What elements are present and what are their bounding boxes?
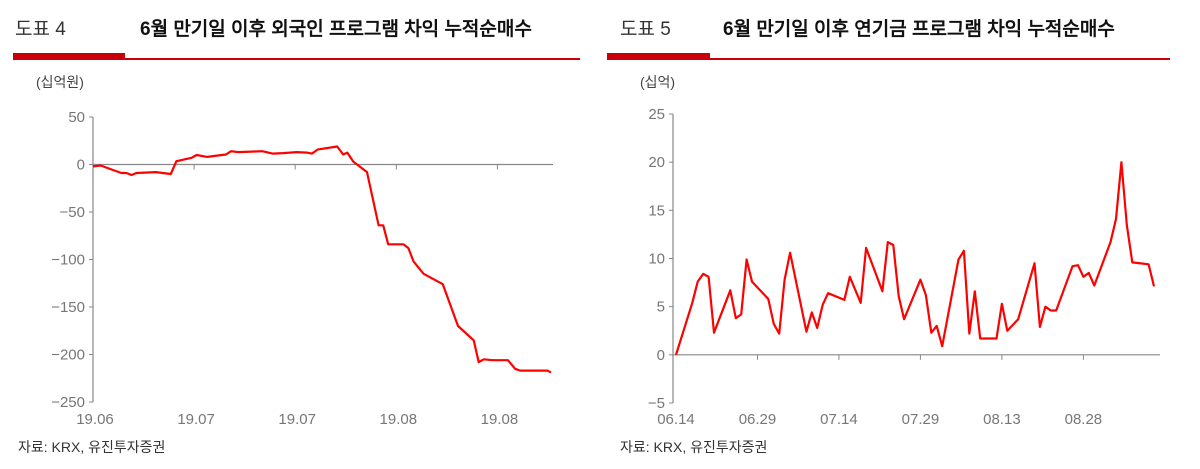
y-tick-label: −5	[648, 395, 665, 412]
figure-5-panel: 도표 5 6월 만기일 이후 연기금 프로그램 차익 누적순매수 (십억) 25…	[600, 0, 1200, 469]
x-tick-label: 08.13	[983, 411, 1021, 428]
title-accent-bar	[607, 53, 710, 60]
source-note: 자료: KRX, 유진투자증권	[18, 439, 166, 455]
y-tick-label: 20	[648, 154, 665, 171]
y-tick-label: −50	[60, 204, 85, 221]
series-line	[674, 161, 1156, 356]
y-tick-label: −150	[51, 299, 85, 316]
figure-title: 6월 만기일 이후 연기금 프로그램 차익 누적순매수	[723, 19, 1115, 40]
y-tick-label: −250	[51, 394, 85, 411]
figure-number: 도표 4	[15, 19, 66, 40]
y-tick-label: 0	[657, 347, 665, 364]
x-tick-label: 19.06	[76, 411, 114, 428]
x-tick-label: 19.07	[177, 411, 215, 428]
title-divider	[125, 58, 580, 60]
x-tick-label: 07.14	[820, 411, 858, 428]
x-tick-label: 08.28	[1065, 411, 1103, 428]
x-tick-label: 06.14	[657, 411, 695, 428]
x-tick-label: 07.29	[902, 411, 940, 428]
title-accent-bar	[13, 53, 125, 60]
y-tick-label: −100	[51, 252, 85, 269]
chart-pension-arbitrage: 25 20 15 10 5 0 −506.14 06.29 07.14 07.29 08.13 08.…	[648, 106, 1160, 428]
source-note: 자료: KRX, 유진투자증권	[620, 439, 768, 455]
x-tick-label: 19.08	[380, 411, 418, 428]
series-line	[92, 145, 552, 374]
x-tick-label: 19.08	[481, 411, 519, 428]
x-tick-label: 19.07	[278, 411, 316, 428]
figure-title: 6월 만기일 이후 외국인 프로그램 차익 누적순매수	[140, 19, 532, 40]
title-divider	[710, 58, 1170, 60]
y-tick-label: 15	[648, 202, 665, 219]
y-tick-label: 0	[77, 157, 85, 174]
figure-number: 도표 5	[620, 19, 671, 40]
y-tick-label: 5	[657, 299, 665, 316]
y-tick-label: 25	[648, 106, 665, 123]
y-tick-label: 10	[648, 251, 665, 268]
y-tick-label: −200	[51, 347, 85, 364]
unit-label: (십억)	[640, 74, 676, 90]
figure-4-panel: 도표 4 6월 만기일 이후 외국인 프로그램 차익 누적순매수 (십억원) 5…	[13, 19, 580, 455]
y-tick-label: 50	[68, 109, 85, 126]
unit-label: (십억원)	[36, 74, 84, 90]
x-tick-label: 06.29	[739, 411, 777, 428]
